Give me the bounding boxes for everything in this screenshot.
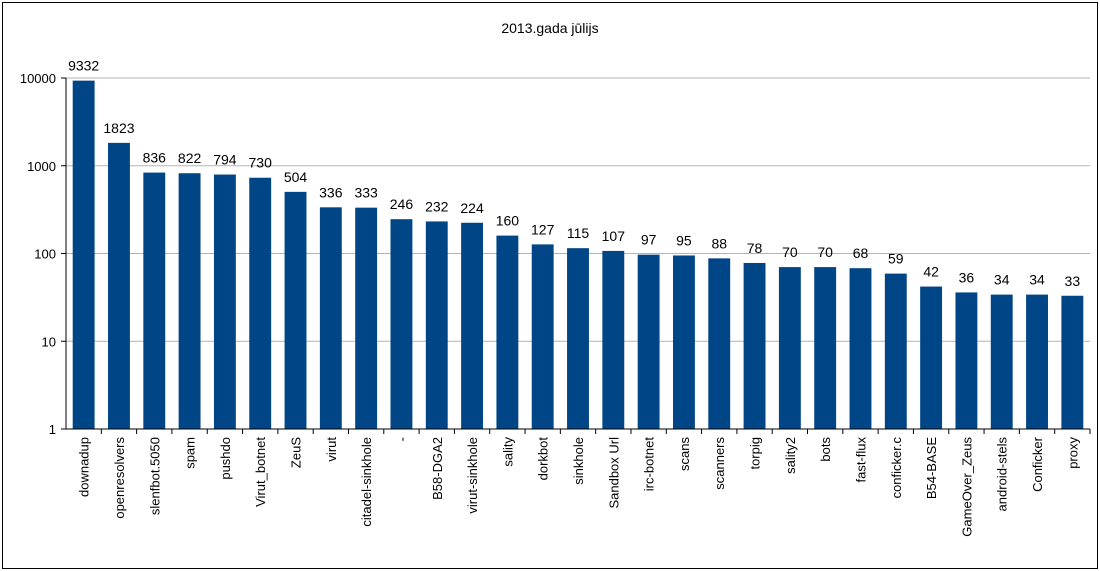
x-tick-label: irc-botnet [642, 437, 657, 492]
x-tick-label: proxy [1065, 437, 1080, 469]
bar [461, 222, 484, 429]
bar [108, 142, 130, 429]
data-label: 59 [888, 251, 904, 267]
bar [920, 286, 943, 429]
x-tick-label: B54-BASE [924, 437, 939, 499]
data-label: 70 [782, 244, 798, 260]
bar [708, 258, 731, 429]
x-tick-label: scanners [712, 437, 727, 490]
x-tick-label: virut-sinkhole [465, 437, 480, 514]
data-label: 34 [994, 272, 1010, 288]
data-label: 97 [641, 232, 657, 248]
x-tick-label: ZeuS [289, 437, 304, 468]
data-label: 70 [817, 244, 833, 260]
y-tick-label: 10000 [20, 71, 56, 86]
x-tick-label: downadup [77, 437, 92, 497]
x-tick-label: Virut_botnet [253, 437, 268, 507]
bar [496, 235, 519, 429]
bar [990, 294, 1013, 429]
x-tick-label: bots [818, 437, 833, 462]
data-label: 107 [602, 228, 626, 244]
data-label: 822 [178, 150, 202, 166]
data-label: 160 [496, 213, 520, 229]
bar [1061, 295, 1084, 429]
bar [531, 244, 554, 429]
data-label: 730 [249, 155, 273, 171]
data-label: 9332 [68, 58, 99, 74]
bar [355, 207, 378, 429]
bar [743, 262, 766, 429]
bar [319, 207, 342, 429]
bar [814, 267, 837, 429]
x-tick-label: pushdo [218, 437, 233, 480]
bar [249, 177, 272, 429]
data-label: 794 [213, 152, 237, 168]
bar [1026, 294, 1048, 429]
data-label: 232 [425, 198, 449, 214]
x-tick-label: dorkbot [536, 437, 551, 481]
x-tick-label: B58-DGA2 [430, 437, 445, 500]
data-label: 42 [923, 264, 939, 280]
x-tick-label: fast-flux [853, 437, 868, 483]
x-tick-label: - [394, 437, 409, 441]
x-tick-label: spam [183, 437, 198, 469]
bar [778, 267, 801, 429]
data-label: 836 [143, 150, 167, 166]
bar [672, 255, 695, 429]
x-tick-label: citadel-sinkhole [359, 437, 374, 527]
data-label: 333 [354, 185, 378, 201]
x-tick-label: openresolvers [112, 437, 127, 519]
y-tick-label: 1000 [27, 159, 56, 174]
data-label: 78 [747, 240, 763, 256]
y-tick-label: 100 [34, 247, 56, 262]
data-label: 224 [460, 200, 484, 216]
axes: 1 10 100 1000 10000 downadup openresolvers slen… [20, 71, 1091, 537]
data-label: 336 [319, 184, 343, 200]
chart-title: 2013.gada jūlijs [501, 20, 599, 36]
x-tick-label: GameOver_Zeus [959, 437, 974, 537]
data-label: 34 [1029, 272, 1045, 288]
x-tick-label: slenfbot.5050 [147, 437, 162, 515]
data-label: 88 [711, 235, 727, 251]
data-label: 115 [567, 225, 590, 241]
y-tick-label: 10 [42, 334, 56, 349]
data-label: 95 [676, 232, 692, 248]
x-tick-label: Conficker [1030, 436, 1045, 492]
bar [602, 250, 625, 429]
x-tick-label: sality [500, 437, 515, 467]
x-tick-label: scans [677, 437, 692, 471]
data-label: 33 [1065, 273, 1081, 289]
bar [72, 80, 95, 430]
bar [849, 268, 872, 429]
x-tick-label: conficker.c [889, 437, 904, 499]
y-tick-label: 1 [49, 422, 56, 437]
x-tick-label: sality2 [783, 437, 798, 474]
bar [284, 191, 307, 429]
bar [178, 173, 201, 429]
bars [72, 80, 1084, 430]
bar [143, 172, 166, 429]
bar [390, 219, 413, 429]
bar [425, 221, 448, 429]
x-tick-label: sinkhole [571, 437, 586, 485]
data-label: 1823 [103, 120, 134, 136]
x-tick-label: Sandbox Url [606, 437, 621, 509]
bar [955, 292, 978, 429]
data-label: 504 [284, 169, 308, 185]
x-tick-label: android-stels [995, 437, 1010, 512]
bar [567, 248, 589, 429]
x-tick-label: torpig [748, 437, 763, 470]
x-tick-label: virut [324, 437, 339, 462]
data-label: 68 [853, 245, 869, 261]
data-label: 127 [531, 221, 555, 237]
data-labels: 9332 1823 836 822 794 730 504 336 333 246 232 224 16… [68, 58, 1080, 289]
data-label: 246 [390, 196, 414, 212]
bar [637, 254, 660, 429]
bar [213, 174, 236, 429]
data-label: 36 [959, 269, 975, 285]
bar [884, 273, 907, 429]
